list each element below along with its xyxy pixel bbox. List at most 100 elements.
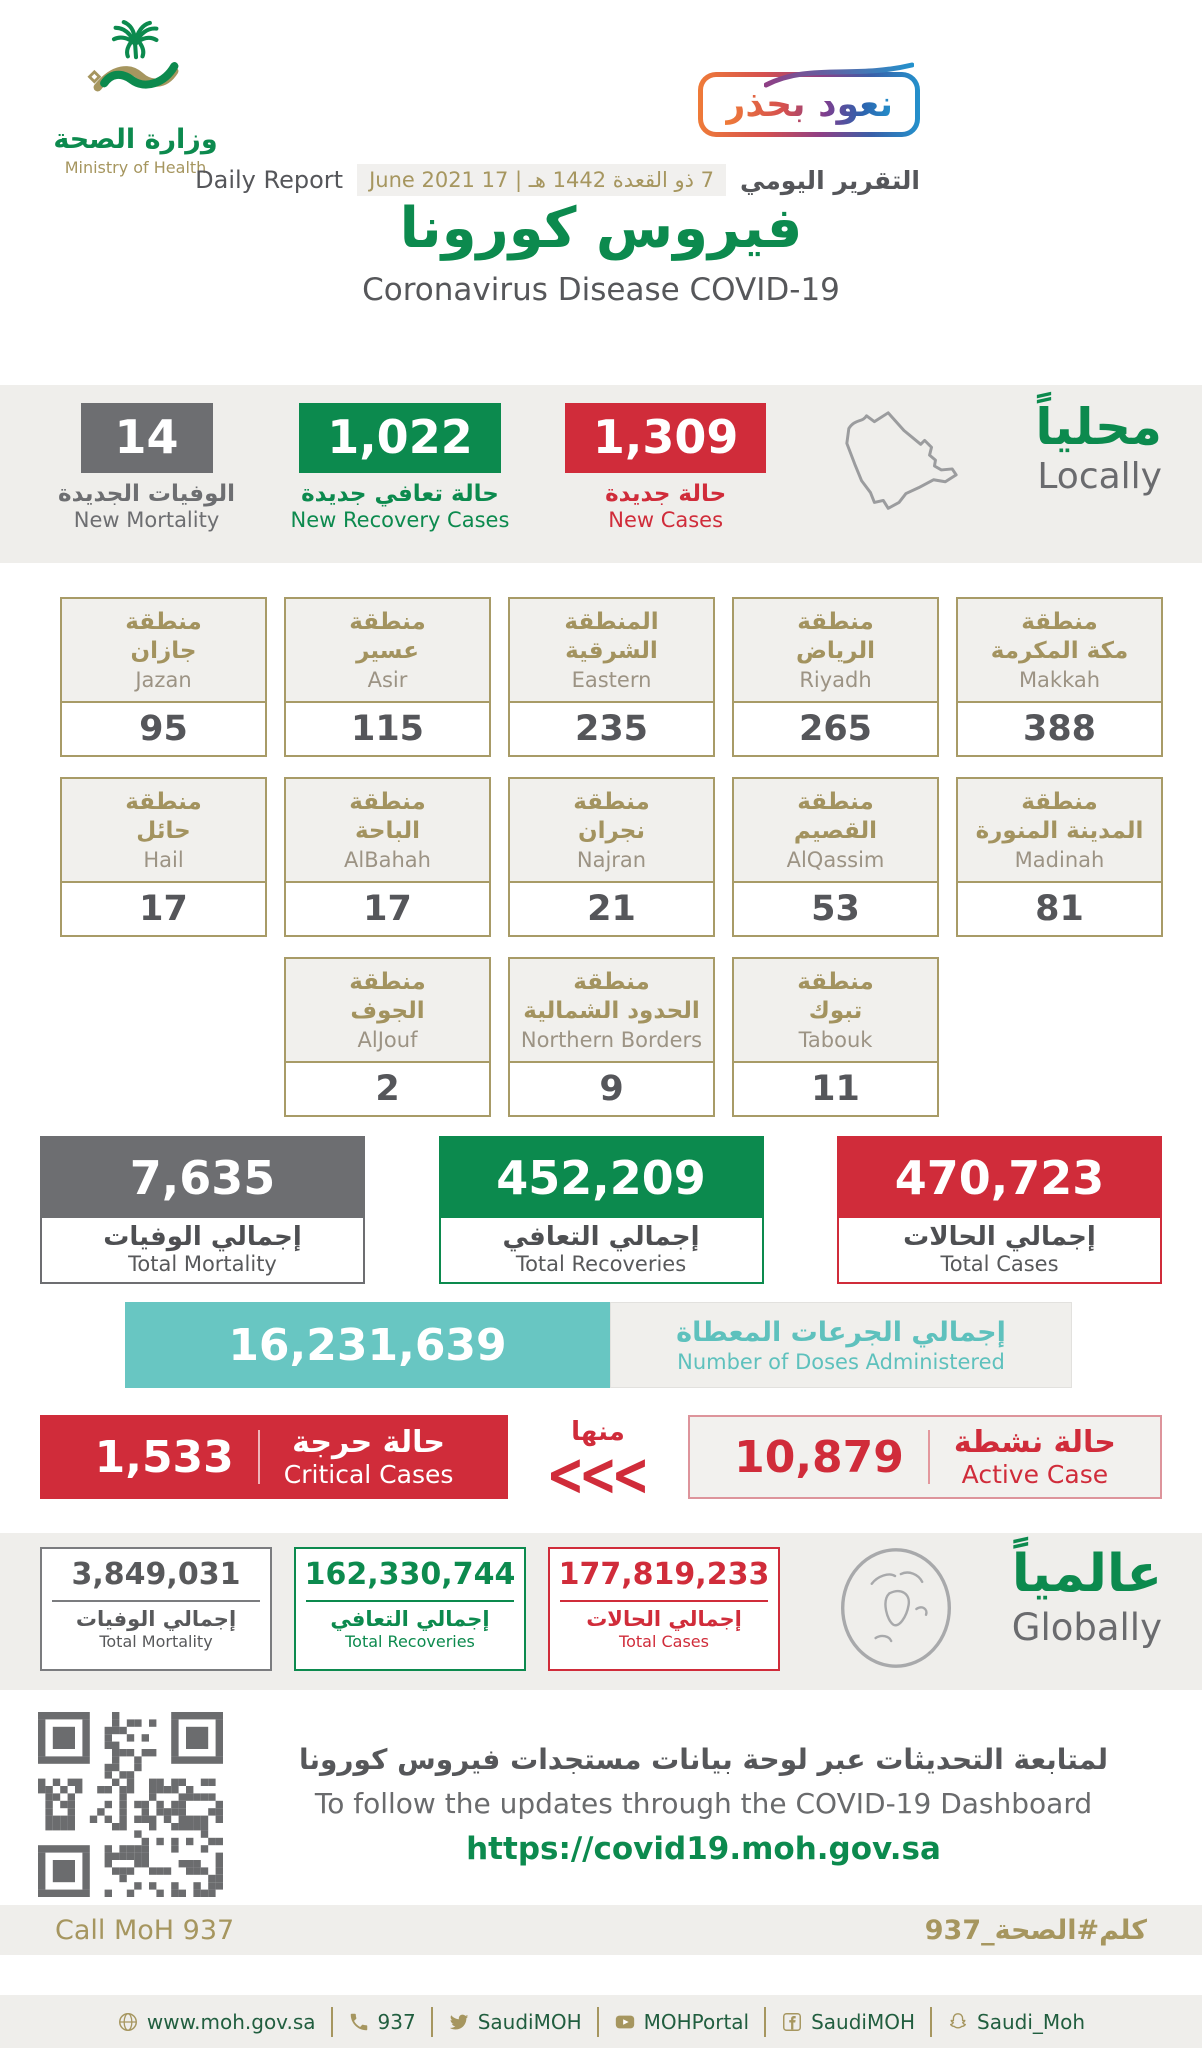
new-cases-label-ar: حالة جديدة: [605, 480, 727, 507]
ministry-name-en: Ministry of Health: [64, 158, 207, 177]
dashboard-line-en: To follow the updates through the COVID-…: [314, 1786, 1093, 1820]
of-which-label-ar: منها: [571, 1417, 625, 1447]
footer-contact-item[interactable]: MOHPortal: [596, 2006, 750, 2037]
doses-bar: 16,231,639 إجمالي الجرعات المعطاة Number…: [125, 1302, 1072, 1388]
locally-label-en: Locally: [1037, 455, 1162, 497]
region-card-riyadh: منطقة الرياض Riyadh 265: [732, 597, 939, 757]
global-total-label-en: Total Recoveries: [345, 1632, 475, 1651]
new-mortality-label-en: New Mortality: [73, 507, 220, 532]
qr-code: [38, 1712, 243, 1897]
globally-section: 3,849,031 إجمالي الوفيات Total Mortality…: [0, 1533, 1202, 1690]
global-total-value: 177,819,233: [558, 1557, 770, 1592]
footer-contact-label: SaudiMOH: [477, 2009, 582, 2034]
active-label-ar: حالة نشطة: [953, 1425, 1116, 1460]
region-card-northern-borders: منطقة الحدود الشمالية Northern Borders 9: [508, 957, 715, 1117]
dashboard-url-link[interactable]: https://covid19.moh.gov.sa: [466, 1830, 941, 1867]
region-new-cases-value: 81: [1035, 889, 1084, 929]
global-total-value: 3,849,031: [71, 1557, 241, 1592]
region-card-aljouf: منطقة الجوف AlJouf 2: [284, 957, 491, 1117]
active-value: 10,879: [734, 1431, 904, 1483]
call-moh-band: Call MoH 937 كلم#الصحة_937: [0, 1905, 1202, 1955]
critical-label: حالة حرجة Critical Cases: [284, 1425, 454, 1489]
ministry-name-ar: وزارة الصحة: [53, 124, 218, 155]
region-card-header: منطقة القصيم AlQassim: [734, 779, 937, 883]
locally-label: محلياً Locally: [1035, 401, 1162, 497]
locally-label-ar: محلياً: [1035, 398, 1162, 456]
region-name-en: AlBahah: [344, 847, 431, 872]
region-name-en: AlQassim: [786, 847, 885, 872]
doses-value: 16,231,639: [125, 1302, 610, 1388]
call-moh-ar: كلم#الصحة_937: [924, 1914, 1147, 1946]
region-name-ar: منطقة عسير: [349, 609, 426, 664]
total-value: 452,209: [440, 1138, 762, 1218]
region-new-cases-value: 388: [1022, 709, 1097, 749]
new-cases-value: 1,309: [564, 403, 767, 473]
region-name-en: Hail: [143, 847, 184, 872]
footer-contact-label: 937: [377, 2009, 416, 2034]
region-name-en: Jazan: [135, 667, 192, 692]
footer-contact-label: MOHPortal: [643, 2009, 750, 2034]
dashboard-line-ar: لمتابعة التحديثات عبر لوحة بيانات مستجدا…: [298, 1742, 1109, 1776]
region-card-madinah: منطقة المدينة المنورة Madinah 81: [956, 777, 1163, 937]
footer-contact-label: SaudiMOH: [811, 2009, 916, 2034]
region-name-ar: المنطقة الشرقية: [564, 609, 659, 664]
region-row-1: منطقة مكة المكرمة Makkah 388 منطقة الرياض …: [39, 597, 1163, 757]
footer-contact-item[interactable]: SaudiMOH: [430, 2006, 582, 2037]
total-value: 470,723: [839, 1138, 1160, 1218]
region-name-en: Northern Borders: [520, 1027, 703, 1052]
report-header: وزارة الصحة Ministry of Health نعود بحذر…: [0, 0, 1202, 385]
new-recoveries-stat: 1,022 حالة تعافي جديدة New Recovery Case…: [291, 403, 509, 532]
new-cases-stat: 1,309 حالة جديدة New Cases: [564, 403, 767, 532]
region-card-header: منطقة الباحة AlBahah: [286, 779, 489, 883]
local-total-total-cases: 470,723 إجمالي الحالات Total Cases: [837, 1136, 1162, 1284]
footer-contact-item[interactable]: www.moh.gov.sa: [117, 2007, 316, 2037]
region-card-hail: منطقة حائل Hail 17: [60, 777, 267, 937]
region-name-en: Eastern: [571, 667, 652, 692]
global-total-total-mortality: 3,849,031 إجمالي الوفيات Total Mortality: [40, 1547, 272, 1671]
local-total-total-mortality: 7,635 إجمالي الوفيات Total Mortality: [40, 1136, 365, 1284]
snapchat-icon: [947, 2011, 969, 2033]
twitter-icon: [448, 2011, 470, 2033]
moh-logo: وزارة الصحة Ministry of Health: [48, 18, 223, 177]
active-cases-box: حالة نشطة Active Case 10,879: [687, 1415, 1162, 1499]
footer-contact-item[interactable]: SaudiMOH: [764, 2006, 916, 2037]
locally-section: محلياً Locally 1,309 حالة جديدة New Case…: [0, 385, 1202, 563]
call-moh-en: Call MoH 937: [55, 1914, 235, 1946]
global-total-label-ar: إجمالي الحالات: [586, 1607, 742, 1631]
new-mortality-value: 14: [80, 403, 213, 473]
global-total-value: 162,330,744: [304, 1557, 516, 1592]
region-card-header: منطقة الرياض Riyadh: [734, 599, 937, 703]
region-name-ar: منطقة جازان: [125, 609, 202, 664]
region-row-3: منطقة تبوك Tabouk 11 منطقة الحدود الشمالية…: [39, 957, 1163, 1117]
global-total-total-cases: 177,819,233 إجمالي الحالات Total Cases: [548, 1547, 780, 1671]
footer-contact-item[interactable]: 937: [330, 2006, 416, 2037]
critical-active-section: حالة حرجة Critical Cases 1,533 منها <<< …: [0, 1395, 1202, 1533]
region-card-header: المنطقة الشرقية Eastern: [510, 599, 713, 703]
active-label: حالة نشطة Active Case: [954, 1425, 1116, 1489]
badge-label: نعود بحذر: [724, 84, 893, 125]
region-card-albahah: منطقة الباحة AlBahah 17: [284, 777, 491, 937]
chevrons-left-icon: <<<: [546, 1438, 650, 1510]
facebook-icon: [781, 2011, 803, 2033]
total-label-en: Total Cases: [940, 1252, 1059, 1276]
daily-report-en: Daily Report: [195, 166, 344, 194]
critical-label-ar: حالة حرجة: [292, 1425, 446, 1460]
critical-label-en: Critical Cases: [283, 1460, 454, 1489]
divider: [306, 1600, 514, 1602]
region-new-cases-value: 95: [139, 709, 188, 749]
region-card-makkah: منطقة مكة المكرمة Makkah 388: [956, 597, 1163, 757]
region-card-asir: منطقة عسير Asir 115: [284, 597, 491, 757]
divider: [52, 1600, 260, 1602]
footer-contact-item[interactable]: Saudi_Moh: [930, 2006, 1085, 2037]
daily-report-ar: التقرير اليومي: [740, 165, 920, 195]
region-name-en: Madinah: [1014, 847, 1105, 872]
badge-swoosh-icon: [764, 62, 914, 88]
region-card-header: منطقة حائل Hail: [62, 779, 265, 883]
region-new-cases-value: 265: [798, 709, 873, 749]
global-total-label-en: Total Mortality: [99, 1632, 213, 1651]
region-name-ar: منطقة الحدود الشمالية: [523, 969, 700, 1024]
total-label-en: Total Mortality: [128, 1252, 277, 1276]
youtube-icon: [614, 2011, 636, 2033]
region-name-en: Najran: [576, 847, 647, 872]
globally-label-en: Globally: [1011, 1605, 1162, 1649]
